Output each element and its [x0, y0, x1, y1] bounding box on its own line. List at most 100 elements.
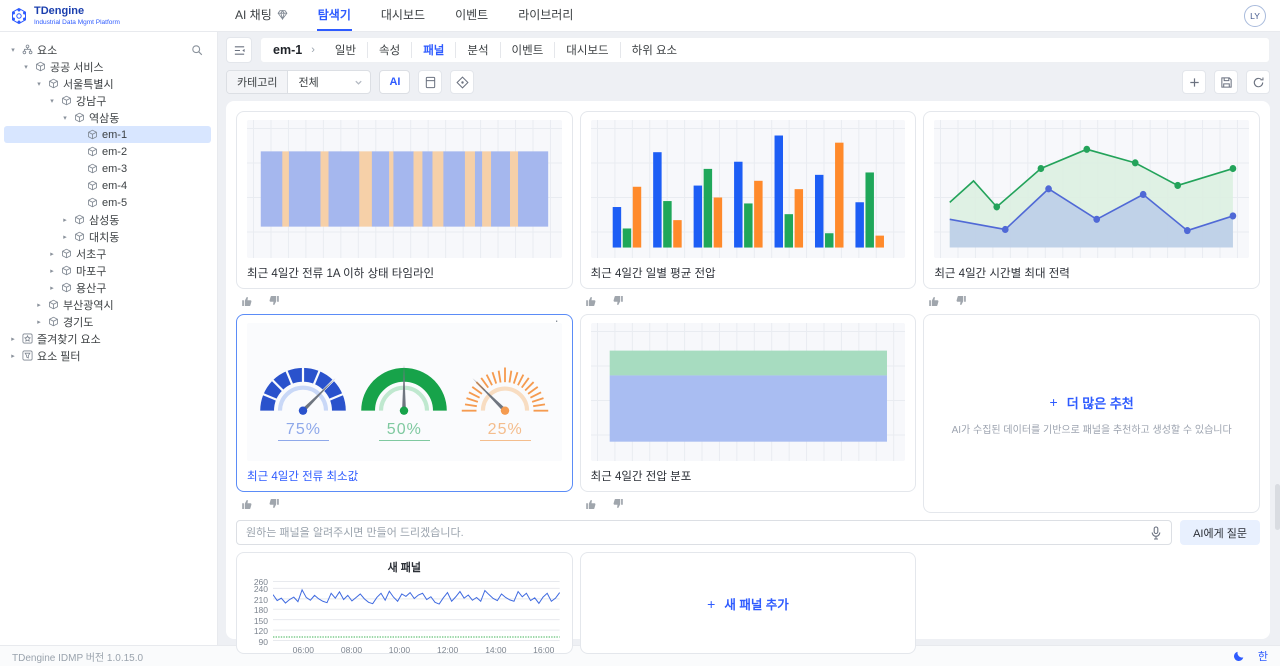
tree-item-요소[interactable]: ▾ 요소	[4, 41, 211, 58]
tree-caret[interactable]: ▾	[37, 80, 41, 88]
entity-tab-item[interactable]: 대시보드	[554, 42, 619, 58]
entity-tab-item[interactable]: 하위 요소	[619, 42, 689, 58]
tree-item-label: 대치동	[89, 231, 120, 244]
tree-item-요소 필터[interactable]: ▸ 요소 필터	[4, 347, 211, 364]
more-recommendations-card[interactable]: + 더 많은 추천 AI가 수집된 데이터를 기반으로 패널을 추천하고 생성할…	[923, 314, 1260, 513]
new-panel-card[interactable]: 새 패널 260 240 210 180 150 120 90 06:00 08:00 10:00…	[236, 552, 573, 655]
scrollbar-thumb[interactable]	[1275, 484, 1280, 530]
thumbs-up-icon[interactable]	[241, 294, 253, 306]
add-new-panel-card[interactable]: + 새 패널 추가	[579, 552, 917, 654]
refresh-button[interactable]	[1246, 70, 1270, 94]
tree-item-em-3[interactable]: em-3	[4, 160, 211, 177]
tree-caret[interactable]: ▸	[50, 284, 54, 292]
tree-caret[interactable]: ▸	[11, 352, 15, 360]
locate-button[interactable]	[450, 70, 475, 94]
brand-logo[interactable]: TDengine Industrial Data Mgmt Platform	[10, 0, 218, 31]
entity-tab-item[interactable]: 속성	[367, 42, 411, 58]
tree-item-서울특별시[interactable]: ▾ 서울특별시	[4, 75, 211, 92]
tree-item-경기도[interactable]: ▸ 경기도	[4, 313, 211, 330]
thumbs-up-icon[interactable]	[241, 497, 253, 509]
tree-caret[interactable]: ▸	[63, 216, 67, 224]
thumbs-down-icon[interactable]	[268, 294, 280, 306]
sidebar-collapse-button[interactable]	[226, 37, 252, 63]
tree-item-강남구[interactable]: ▾ 강남구	[4, 92, 211, 109]
filter-square-icon	[22, 350, 33, 361]
tree-item-label: em-4	[102, 179, 128, 192]
thumbs-down-icon[interactable]	[612, 497, 624, 509]
language-toggle[interactable]: 한	[1257, 651, 1268, 663]
nav-item-tab[interactable]: 대시보드	[380, 8, 426, 22]
tree-item-역삼동[interactable]: ▾ 역삼동	[4, 109, 211, 126]
tree-caret[interactable]: ▾	[63, 114, 67, 122]
nav-item-tab[interactable]: 이벤트	[455, 8, 489, 22]
nav-item-tab[interactable]: AI 채팅	[234, 0, 289, 31]
thumbs-up-icon[interactable]	[928, 294, 940, 306]
tree-caret[interactable]: ▸	[50, 250, 54, 258]
search-icon[interactable]	[191, 44, 203, 56]
save-layout-button[interactable]	[1214, 70, 1238, 94]
element-cube-icon	[88, 146, 97, 157]
ask-ai-button[interactable]: AI에게 질문	[1180, 520, 1260, 545]
chevron-down-icon	[355, 80, 363, 85]
tree-item-부산광역시[interactable]: ▸ 부산광역시	[4, 296, 211, 313]
tree-item-마포구[interactable]: ▸ 마포구	[4, 262, 211, 279]
panel-card-band[interactable]: 최근 4일간 전압 분포	[579, 314, 917, 492]
add-panel-button[interactable]	[1182, 70, 1206, 94]
tree-item-대치동[interactable]: ▸ 대치동	[4, 228, 211, 245]
tree-item-label: 역삼동	[89, 112, 120, 125]
thumbs-down-icon[interactable]	[612, 294, 624, 306]
thumbs-up-icon[interactable]	[585, 497, 597, 509]
tree-item-삼성동[interactable]: ▸ 삼성동	[4, 211, 211, 228]
category-select[interactable]: 카테고리 전체	[226, 70, 372, 94]
nav-item-active[interactable]: 탐색기	[316, 0, 352, 31]
entity-tab-item[interactable]: 일반	[334, 45, 357, 57]
thumbs-down-icon[interactable]	[268, 497, 280, 509]
tree-item-즐겨찾기 요소[interactable]: ▸ 즐겨찾기 요소	[4, 330, 211, 347]
panel-card-bar[interactable]: 최근 4일간 일별 평균 전압	[579, 111, 917, 289]
tree-caret[interactable]: ▸	[37, 318, 41, 326]
tree-item-공공 서비스[interactable]: ▾ 공공 서비스	[4, 58, 211, 75]
tree-item-label: 즐겨찾기 요소	[37, 333, 101, 346]
main-content: em-1 › 일반 속성 패널 분석 이벤트 대시보드 하위 요소 카테고리 전체 AI	[218, 32, 1280, 655]
ai-filter-button[interactable]: AI	[379, 70, 411, 94]
main-nav: AI 채팅 탐색기 대시보드 이벤트 라이브러리	[234, 0, 574, 31]
ask-input[interactable]	[246, 526, 1151, 539]
tree-caret[interactable]: ▸	[37, 301, 41, 309]
breadcrumb-entity[interactable]: em-1	[273, 43, 303, 57]
tree-item-서초구[interactable]: ▸ 서초구	[4, 245, 211, 262]
tree-caret[interactable]: ▸	[11, 335, 15, 343]
calculator-button[interactable]	[418, 70, 443, 94]
tree-item-em-4[interactable]: em-4	[4, 177, 211, 194]
panel-card-gauge[interactable]: ⋮ 75%50%25% 최근 4일간 전류 최소값	[236, 314, 573, 492]
panel-card-timeline[interactable]: 최근 4일간 전류 1A 이하 상태 타임라인	[236, 111, 573, 289]
entity-tab-item[interactable]: 분석	[455, 42, 499, 58]
dark-mode-toggle-icon[interactable]	[1233, 650, 1245, 662]
thumbs-down-icon[interactable]	[955, 294, 967, 306]
add-new-panel-label: 새 패널 추가	[724, 598, 789, 612]
tree-item-em-2[interactable]: em-2	[4, 143, 211, 160]
tree-caret[interactable]: ▸	[63, 233, 67, 241]
nav-item-tab[interactable]: 라이브러리	[518, 8, 574, 22]
user-avatar[interactable]: LY	[1244, 4, 1266, 27]
element-cube-icon	[75, 112, 84, 123]
bar-chart	[590, 120, 906, 258]
entity-tab-item[interactable]: 이벤트	[499, 42, 555, 58]
tree-item-em-5[interactable]: em-5	[4, 194, 211, 211]
tree-caret[interactable]: ▾	[24, 63, 28, 71]
filter-toolbar: 카테고리 전체 AI	[226, 63, 1270, 101]
tree-item-label: 서초구	[76, 248, 107, 261]
x-tick-label: 10:00	[388, 645, 411, 655]
collapse-icon	[234, 45, 245, 55]
entity-tab-active[interactable]: 패널	[411, 42, 455, 58]
tree-caret[interactable]: ▸	[50, 267, 54, 275]
panel-card-area[interactable]: 최근 4일간 시간별 최대 전력	[923, 111, 1260, 289]
tree-caret[interactable]: ▾	[50, 97, 54, 105]
tree-caret[interactable]: ▾	[11, 46, 15, 54]
tree-item-용산구[interactable]: ▸ 용산구	[4, 279, 211, 296]
microphone-icon[interactable]	[1150, 525, 1162, 540]
thumbs-up-icon[interactable]	[585, 294, 597, 306]
hierarchy-icon	[22, 44, 33, 55]
panel-feedback	[580, 492, 917, 513]
tree-item-em-1[interactable]: em-1	[4, 126, 211, 143]
ask-ai-bar: AI에게 질문	[236, 520, 1260, 545]
